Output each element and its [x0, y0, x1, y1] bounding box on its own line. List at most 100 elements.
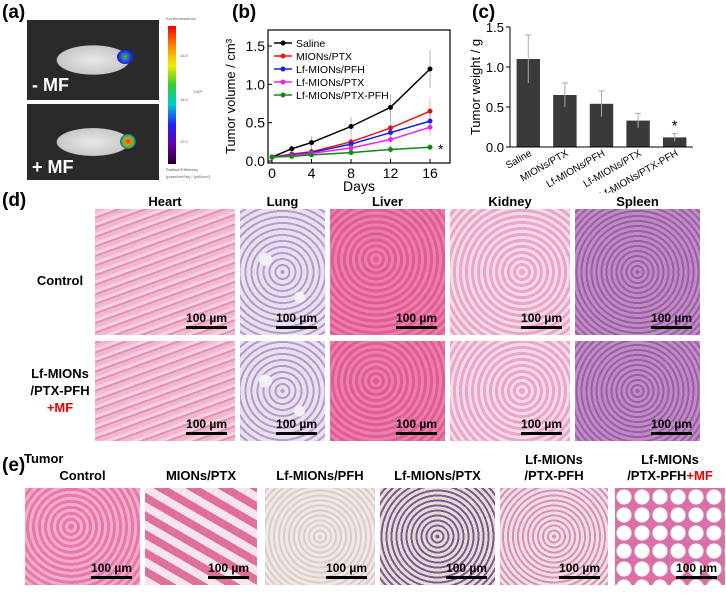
- y-tick-label: 1.5: [246, 38, 266, 54]
- colorbar-tick: 14.0: [180, 97, 188, 102]
- scale-bar: 100 µm: [208, 561, 249, 579]
- bar-Saline: [516, 59, 541, 147]
- data-point: [427, 124, 433, 130]
- header-text: /PTX-PFH: [524, 468, 584, 483]
- tumor-histology-image: 100 µm: [500, 488, 608, 585]
- data-point: [427, 66, 433, 72]
- legend-label: Lf-MIONs/PTX: [296, 77, 364, 89]
- tumor-histology-image: 100 µm: [380, 488, 495, 585]
- y-tick-label: 0.0: [486, 140, 504, 155]
- significance-marker: *: [438, 141, 444, 157]
- tumor-weight-chart: 0.00.51.01.5SalineMIONs/PTXLf-MIONs/PFHL…: [470, 20, 693, 193]
- y-axis-label: Tumor volume / cm³: [225, 38, 238, 154]
- header-line2: Lf-MIONs/PFH: [265, 468, 375, 484]
- histology-lung-row2: 100 µm: [240, 341, 325, 441]
- colorbar-unit2: (p/sec/cm²/sr) / (µW/cm²): [166, 174, 211, 179]
- row-label-control: Control: [36, 273, 84, 288]
- column-header-spleen: Spleen: [616, 194, 659, 209]
- data-point: [309, 140, 314, 146]
- colorbar-exponent: x10⁸: [194, 89, 203, 94]
- legend-marker: [280, 66, 286, 72]
- scale-bar: 100 µm: [186, 311, 227, 329]
- panel-a-label: (a): [2, 2, 26, 23]
- column-header-liver: Liver: [371, 194, 404, 209]
- histology-heart-row1: 100 µm: [95, 209, 235, 335]
- header-line2: /PTX-PFH+MF: [615, 468, 725, 484]
- x-tick-label: 0: [268, 165, 276, 181]
- scale-bar: 100 µm: [396, 417, 437, 435]
- y-tick-label: 0.5: [246, 115, 266, 131]
- legend-label: Lf-MIONs/PTX-PFH: [296, 90, 389, 102]
- panel-b-label: (b): [232, 2, 257, 23]
- histology-heart-row2: 100 µm: [95, 341, 235, 441]
- header-line1: [265, 452, 375, 468]
- y-tick-label: 1.5: [486, 20, 504, 35]
- header-line2: MIONs/PTX: [145, 468, 257, 484]
- mouse-image-minus-mf: - MF: [27, 20, 159, 100]
- header-line1: [145, 452, 257, 468]
- scale-bar: 100 µm: [559, 561, 600, 579]
- row-label-line: /PTX-PFH: [30, 383, 90, 398]
- bar-MIONs/PTX: [553, 95, 577, 147]
- header-text: Lf-MIONs/PFH: [276, 468, 364, 483]
- row-label-treatment: Lf-MIONs /PTX-PFH +MF: [22, 365, 98, 416]
- data-point: [348, 150, 354, 156]
- tumor-histology-image: 100 µm: [615, 488, 725, 585]
- x-tick-label: 4: [308, 165, 316, 181]
- legend-marker: [280, 92, 286, 98]
- scale-bar: 100 µm: [651, 417, 692, 435]
- tumor-histology-image: 100 µm: [25, 488, 140, 585]
- tumor-column-header: Lf-MIONs/PTX: [380, 452, 495, 484]
- data-point: [388, 125, 393, 131]
- header-line2: Control: [25, 468, 140, 484]
- scale-bar: 100 µm: [521, 417, 562, 435]
- tumor-histology-image: 100 µm: [145, 488, 257, 585]
- colorbar-tick: 16.0: [180, 53, 188, 58]
- scale-bar: 100 µm: [396, 311, 437, 329]
- header-line1: Lf-MIONs: [525, 452, 583, 467]
- legend-marker: [280, 53, 286, 59]
- data-point: [427, 144, 433, 150]
- x-tick-label: 8: [347, 165, 355, 181]
- y-tick-label: 0.0: [246, 153, 266, 169]
- row-label-mf: +MF: [46, 400, 74, 415]
- panel-c-label: (c): [472, 2, 496, 23]
- y-axis-label: Tumor weight / g: [470, 39, 483, 135]
- x-tick-label: 12: [383, 165, 399, 181]
- scale-bar: 100 µm: [276, 311, 317, 329]
- data-point: [289, 146, 295, 152]
- data-point: [348, 145, 354, 151]
- colorbar-unit: Radiant Efficiency: [166, 167, 198, 172]
- colorbar-tick: 12.0: [180, 139, 188, 144]
- data-point: [427, 108, 433, 114]
- fluorescence-spot: [120, 134, 136, 149]
- significance-marker: *: [672, 117, 678, 134]
- scale-bar: 100 µm: [326, 561, 367, 579]
- histology-liver-row2: 100 µm: [330, 341, 445, 441]
- column-header-kidney: Kidney: [488, 194, 532, 209]
- header-line1: [380, 452, 495, 468]
- row-label-line: Lf-MIONs: [31, 366, 89, 381]
- header-line2: Lf-MIONs/PTX: [380, 468, 495, 484]
- panel-e-title: Tumor: [24, 451, 64, 466]
- tumor-column-header: Lf-MIONs/PFH: [265, 452, 375, 484]
- data-point: [388, 130, 393, 136]
- tumor-column-header: Lf-MIONs/PTX-PFH: [500, 452, 608, 484]
- bar-Lf-MIONs/PTX: [626, 120, 650, 147]
- plot-frame: [267, 29, 451, 164]
- histology-spleen-row2: 100 µm: [575, 341, 700, 441]
- y-tick-label: 0.5: [486, 100, 504, 115]
- header-text: /PTX-PFH: [627, 468, 687, 483]
- series-line: [271, 146, 431, 158]
- x-axis-label: Days: [343, 178, 375, 194]
- header-line1: [25, 452, 140, 468]
- y-tick-label: 1.0: [246, 76, 266, 92]
- header-line2: /PTX-PFH: [500, 468, 608, 484]
- tumor-volume-chart: 0 4 8 12 16 0.0 0.5 1.0 1.5 Days Tumor volume / cm…: [225, 29, 451, 194]
- histology-spleen-row1: 100 µm: [575, 209, 700, 335]
- data-point: [348, 124, 354, 129]
- colorbar-title: Epi-fluorescence: [166, 16, 196, 21]
- legend-label: Saline: [296, 38, 325, 50]
- x-tick-label: 16: [422, 165, 438, 181]
